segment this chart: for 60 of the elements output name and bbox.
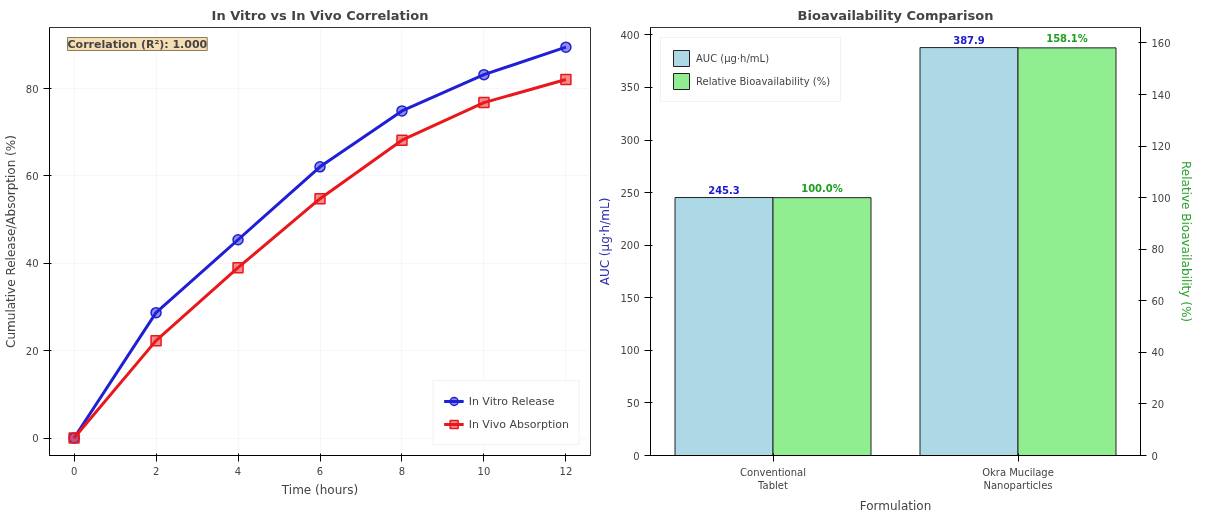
y-tick-label: 250 [620,187,640,199]
y-tick-label: 400 [620,29,640,41]
y2-tick-label: 0 [1151,450,1158,462]
y-tick-label: 0 [32,433,39,445]
y2-tick-label: 100 [1151,192,1171,204]
x-tick-label: 0 [70,465,78,477]
point [232,234,244,246]
point [232,261,244,274]
x-tick-label: 8 [398,465,406,477]
y-tick-label: 40 [25,258,39,270]
y2-tick-label: 120 [1151,141,1171,153]
y2-tick-label: 160 [1151,37,1171,49]
y2-tick-label: 20 [1151,398,1165,410]
y2-tick-label: 60 [1151,295,1165,307]
y-tick-label: 20 [25,345,39,357]
x-tick-label: 2 [152,465,160,477]
legend-label: Relative Bioavailability (%) [696,75,831,87]
legend-label: In Vitro Release [468,394,555,408]
x-tick-label: Conventional Tablet [740,466,806,491]
y-tick-label: 80 [25,83,39,95]
y2-tick-label: 40 [1151,347,1165,359]
x-axis-title: Formulation [859,498,932,513]
annotation: Correlation (R²): 1.000 [67,37,208,51]
chart-title: In Vitro vs In Vivo Correlation [211,7,429,23]
x-axis-title: Time (hours) [280,482,359,497]
y-tick-label: 350 [620,82,640,94]
data-label: 387.9 [953,34,985,46]
data-label: 245.3 [708,184,740,196]
y-tick-label: 50 [626,397,640,409]
point [396,105,408,117]
y-axis-title: AUC (μg·h/mL) [598,197,613,286]
x-tick-label: 10 [477,465,491,477]
x-tick-label: 6 [316,465,324,477]
y-axis-title: Cumulative Release/Absorption (%) [3,135,18,348]
y-tick-label: 300 [620,135,640,147]
y2-axis-title: Relative Bioavailability (%) [1178,161,1193,322]
y-tick-label: 200 [620,240,640,252]
x-tick-label: 12 [559,465,573,477]
y-tick-label: 150 [620,292,640,304]
y2-tick-label: 140 [1151,89,1171,101]
point [478,96,490,109]
point [150,306,162,319]
legend-label: In Vivo Absorption [468,417,569,431]
x-tick-label: 4 [234,465,242,477]
y-tick-label: 100 [620,345,640,357]
y-tick-label: 60 [25,170,39,182]
point [560,41,572,53]
y2-tick-label: 80 [1151,244,1165,256]
data-label: 100.0% [801,182,843,194]
point [478,68,490,81]
legend-label: AUC (μg·h/mL) [696,52,770,64]
data-label: 158.1% [1046,32,1088,44]
y-tick-label: 0 [633,450,640,462]
x-tick-label: Okra Mucilage Nanoparticles [982,466,1054,491]
point [560,73,572,86]
point [396,134,408,146]
point [314,192,326,205]
point [150,334,162,347]
chart-title: Bioavailability Comparison [797,7,994,23]
point [314,161,326,173]
